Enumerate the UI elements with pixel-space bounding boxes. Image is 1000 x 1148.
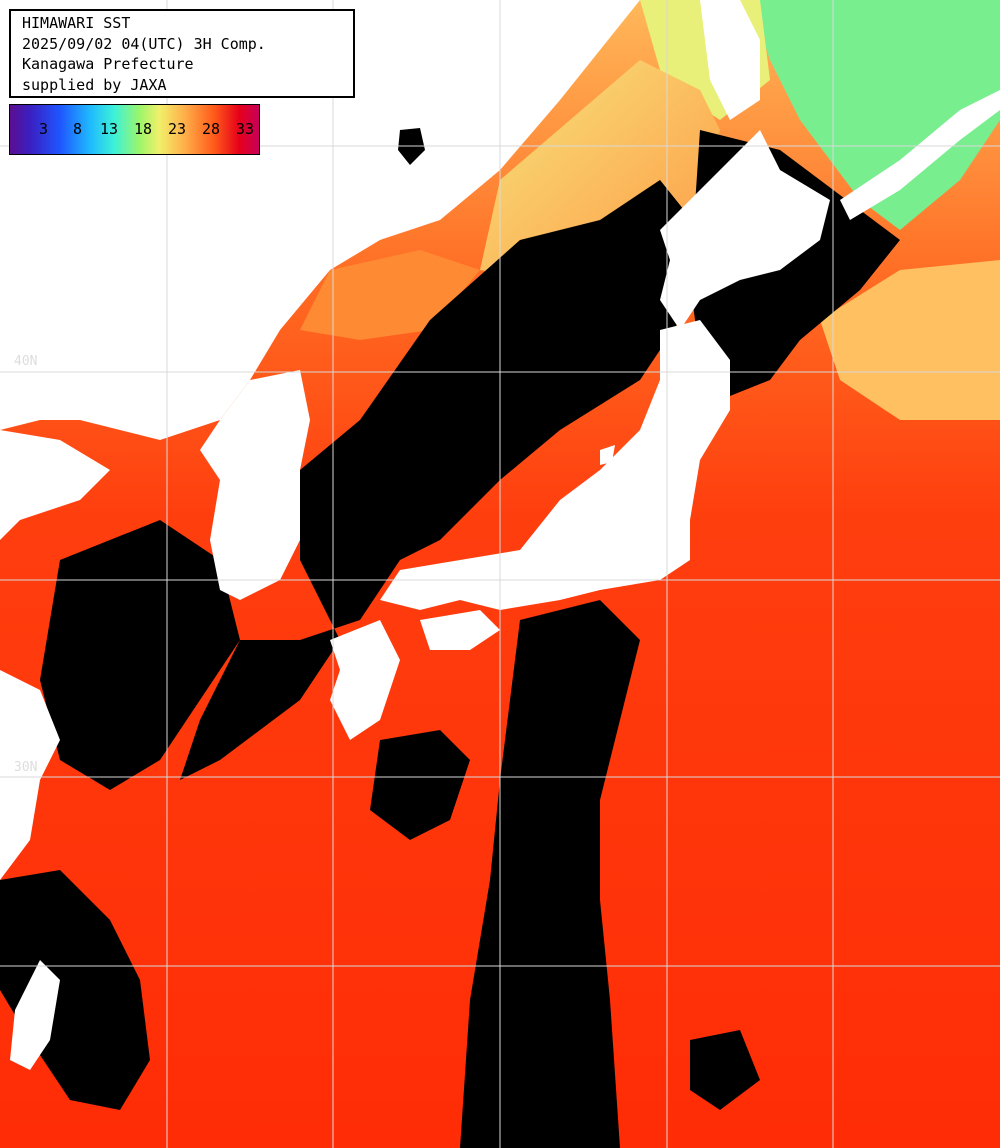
product-credit: supplied by JAXA [22,75,167,94]
cloud-central-south [460,600,640,1148]
product-region: Kanagawa Prefecture [22,55,194,73]
lat-label-30n: 30N [14,760,38,775]
color-tick: 28 [202,120,221,138]
cloud-patch-ryukyu [370,730,470,840]
color-scale-bar [10,105,259,154]
land-kurile [840,90,1000,220]
cloud-patch-se [690,1030,760,1110]
color-tick: 3 [39,120,49,138]
land-korea [200,370,310,600]
cold-sea-north-ne [750,0,1000,230]
color-tick: 8 [73,120,83,138]
land-sado [600,445,615,465]
land-china-coast [0,430,110,540]
land-hokkaido [660,130,830,330]
color-scale-ticks: 3 8 13 18 23 28 33 [10,120,259,140]
cool-sea-pacific-ne [820,260,1000,420]
color-tick: 18 [134,120,153,138]
color-tick: 23 [168,120,187,138]
color-tick: 13 [100,120,119,138]
land-shikoku [420,610,500,650]
land-honshu [380,320,730,610]
cloud-sea-of-japan [180,180,700,780]
product-title: HIMAWARI SST [22,14,131,32]
lat-label-40n: 40N [14,354,38,369]
land-china-east [0,670,60,880]
color-legend: 3 8 13 18 23 28 33 [9,104,260,155]
cloud-east-china-sea [40,520,240,790]
color-tick: 33 [236,120,255,138]
land-sakhalin [700,0,760,120]
land-kyushu [330,620,400,740]
land-taiwan [10,960,60,1070]
product-datetime: 2025/09/02 04(UTC) 3H Comp. [22,34,266,53]
info-box: HIMAWARI SST 2025/09/02 04(UTC) 3H Comp.… [9,9,355,98]
